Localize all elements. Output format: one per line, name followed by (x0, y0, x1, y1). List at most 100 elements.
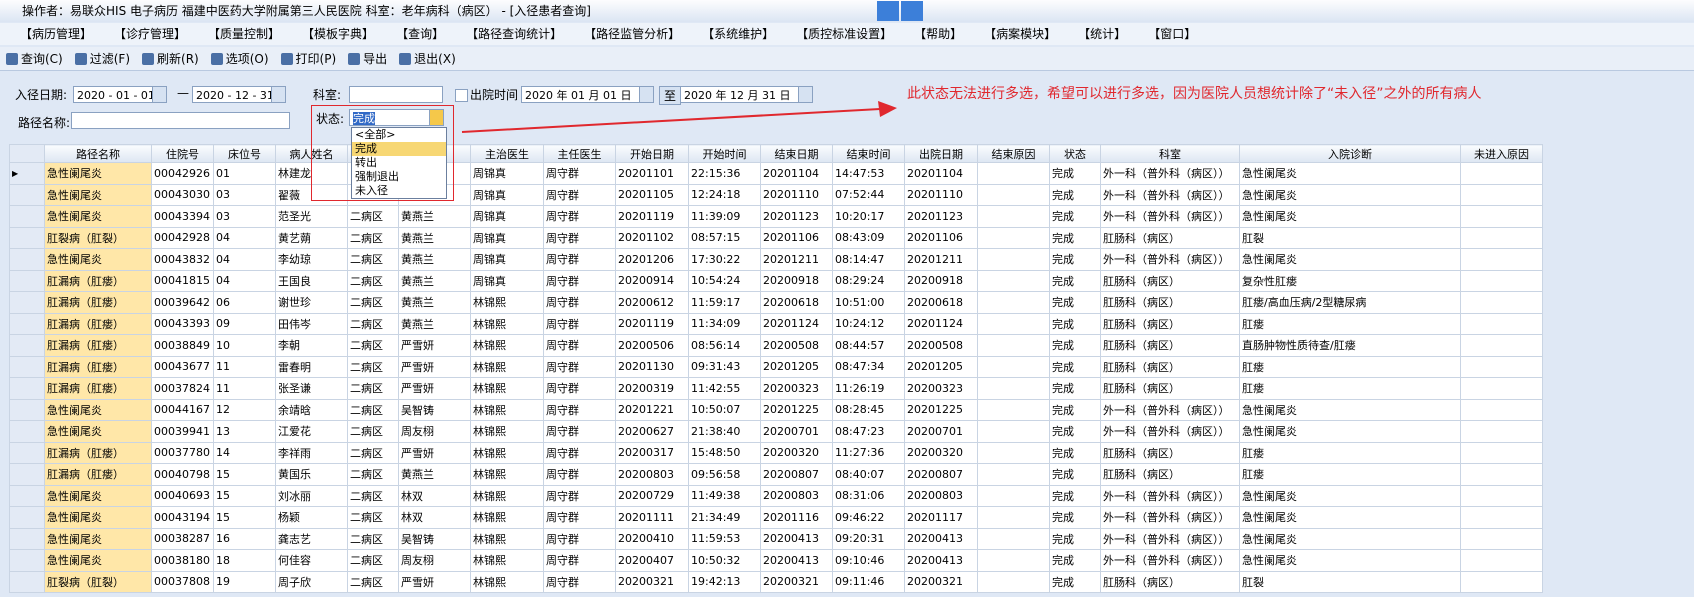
table-row[interactable]: 肛漏病（肛瘘） 00037780 14 李祥雨 二病区 严雪妍 林锦熙 周守群 20200317… (9, 441, 1543, 464)
column-header[interactable]: 床位号 (213, 144, 276, 163)
table-cell: 20201110 (760, 183, 833, 206)
column-header[interactable]: 状态 (1049, 144, 1101, 163)
table-row[interactable]: 肛裂病（肛裂） 00042928 04 黄艺蒴 二病区 黄燕兰 周锦真 周守群 20201102… (9, 226, 1543, 249)
table-row[interactable]: 肛漏病（肛瘘） 00040798 15 黄国乐 二病区 黄燕兰 林锦熙 周守群 20200803… (9, 463, 1543, 486)
column-header[interactable]: 住院号 (151, 144, 214, 163)
toolbar-button[interactable]: 过滤(F) (75, 47, 130, 70)
table-row[interactable]: 急性阑尾炎 00043030 03 翟薇 周锦真 周守群 20201105 12:24:18 2… (9, 183, 1543, 206)
table-cell: 急性阑尾炎 (1239, 484, 1461, 507)
table-cell: 16 (213, 527, 276, 550)
label: 路径名称: (18, 116, 71, 130)
menu-item[interactable]: 【路径查询统计】 (466, 27, 563, 41)
date-input[interactable]: 2020 - 12 - 31 (192, 86, 286, 103)
table-cell: 00037824 (151, 377, 214, 400)
column-header[interactable]: 入院诊断 (1239, 144, 1461, 163)
table-row[interactable]: ▶ 急性阑尾炎 00042926 01 林建龙 周锦真 周守群 20201101 22:15:3… (9, 162, 1543, 185)
table-cell: 20201102 (615, 226, 689, 249)
column-header[interactable]: 结束时间 (832, 144, 905, 163)
expand-button[interactable] (901, 1, 923, 21)
menu-item[interactable]: 【模板字典】 (302, 27, 375, 41)
column-header[interactable]: 结束日期 (760, 144, 833, 163)
table-row[interactable]: 肛漏病（肛瘘） 00038849 10 李朝 二病区 严雪妍 林锦熙 周守群 20200506 0… (9, 334, 1543, 357)
table-cell: 周守群 (543, 269, 616, 292)
column-header[interactable]: 主任医生 (543, 144, 616, 163)
table-cell (1460, 248, 1543, 271)
table-row[interactable]: 肛裂病（肛裂） 00037808 19 周子欣 二病区 严雪妍 林锦熙 周守群 20200321… (9, 570, 1543, 593)
menu-item[interactable]: 【帮助】 (914, 27, 963, 41)
checkbox[interactable] (455, 89, 468, 102)
menu-item[interactable]: 【系统维护】 (702, 27, 775, 41)
toolbar-button[interactable]: 刷新(R) (142, 47, 199, 70)
column-header[interactable]: 开始时间 (688, 144, 761, 163)
table-row[interactable]: 急性阑尾炎 00040693 15 刘冰丽 二病区 林双 林锦熙 周守群 20200729 11:… (9, 484, 1543, 507)
table-cell: 00040798 (151, 463, 214, 486)
dept-input[interactable] (349, 86, 443, 103)
table-cell: 外一科（普外科（病区）） (1100, 506, 1240, 529)
dropdown-option[interactable]: 强制退出 (355, 170, 399, 183)
menu-item[interactable]: 【查询】 (396, 27, 445, 41)
table-cell: 肛肠科（病区） (1100, 377, 1240, 400)
row-indicator (9, 441, 45, 464)
date-input[interactable]: 2020 年 01 月 01 日 (521, 86, 654, 103)
toolbar-button[interactable]: 查询(C) (6, 47, 63, 70)
table-cell: 肛漏病（肛瘘） (44, 312, 152, 335)
table-cell: 11 (213, 377, 276, 400)
table-row[interactable]: 急性阑尾炎 00043194 15 杨颖 二病区 林双 林锦熙 周守群 20201111 21:3… (9, 506, 1543, 529)
table-cell (1460, 441, 1543, 464)
row-indicator (9, 205, 45, 228)
minimize-button[interactable] (877, 1, 899, 21)
table-cell: 10:50:32 (688, 549, 761, 572)
table-row[interactable]: 肛漏病（肛瘘） 00043393 09 田伟岑 二病区 黄燕兰 林锦熙 周守群 20201119… (9, 312, 1543, 335)
table-cell (977, 291, 1050, 314)
menu-item[interactable]: 【病案模块】 (984, 27, 1057, 41)
path-name-input[interactable] (71, 112, 290, 129)
date-input[interactable]: 2020 年 12 月 31 日 (680, 86, 813, 103)
column-header[interactable]: 主治医生 (470, 144, 544, 163)
table-row[interactable]: 肛漏病（肛瘘） 00037824 11 张圣谦 二病区 严雪妍 林锦熙 周守群 20200319… (9, 377, 1543, 400)
toolbar-button[interactable]: 导出 (348, 47, 387, 70)
table-cell: 10:20:17 (832, 205, 905, 228)
table-cell: 00044167 (151, 398, 214, 421)
column-header[interactable]: 科室 (1100, 144, 1240, 163)
dropdown-option[interactable]: 转出 (355, 156, 377, 169)
menu-item[interactable]: 【路径监管分析】 (584, 27, 681, 41)
label: — (177, 86, 189, 100)
dropdown-option[interactable]: <全部> (355, 128, 396, 141)
menu-item[interactable]: 【质量控制】 (208, 27, 281, 41)
menu-item[interactable]: 【质控标准设置】 (796, 27, 893, 41)
table-cell: 龚志艺 (275, 527, 348, 550)
column-header[interactable]: 出院日期 (904, 144, 978, 163)
table-row[interactable]: 急性阑尾炎 00044167 12 余靖晗 二病区 吴智铸 林锦熙 周守群 20201221 10… (9, 398, 1543, 421)
table-cell: 00043030 (151, 183, 214, 206)
toolbar-button[interactable]: 选项(O) (211, 47, 269, 70)
table-row[interactable]: 肛漏病（肛瘘） 00039642 06 谢世珍 二病区 黄燕兰 林锦熙 周守群 20200612… (9, 291, 1543, 314)
dropdown-option[interactable]: 未入径 (355, 184, 388, 197)
table-row[interactable]: 急性阑尾炎 00039941 13 江爱花 二病区 周友栩 林锦熙 周守群 20200627 21… (9, 420, 1543, 443)
column-header[interactable]: 结束原因 (977, 144, 1050, 163)
dropdown-option[interactable]: 完成 (352, 142, 446, 156)
table-row[interactable]: 急性阑尾炎 00038287 16 龚志艺 二病区 吴智铸 林锦熙 周守群 20200410 11… (9, 527, 1543, 550)
table-cell: 二病区 (347, 420, 399, 443)
table-row[interactable]: 急性阑尾炎 00043394 03 范圣光 二病区 黄燕兰 周锦真 周守群 20201119 11… (9, 205, 1543, 228)
table-cell: 王国良 (275, 269, 348, 292)
table-row[interactable]: 肛漏病（肛瘘） 00041815 04 王国良 二病区 黄燕兰 周锦真 周守群 20200914… (9, 269, 1543, 292)
toolbar-button[interactable]: 打印(P) (281, 47, 337, 70)
menu-item[interactable]: 【统计】 (1078, 27, 1127, 41)
table-cell: 完成 (1049, 226, 1101, 249)
table-row[interactable]: 肛漏病（肛瘘） 00043677 11 雷春明 二病区 严雪妍 林锦熙 周守群 20201130… (9, 355, 1543, 378)
menu-item[interactable]: 【诊疗管理】 (114, 27, 187, 41)
table-row[interactable]: 急性阑尾炎 00038180 18 何佳容 二病区 周友栩 林锦熙 周守群 20200407 10… (9, 549, 1543, 572)
column-header[interactable]: 开始日期 (615, 144, 689, 163)
column-header[interactable]: 未进入原因 (1460, 144, 1543, 163)
table-cell (1460, 205, 1543, 228)
date-input[interactable]: 2020 - 01 - 01 (73, 86, 167, 103)
column-header[interactable]: 路径名称 (44, 144, 152, 163)
status-select[interactable]: 完成 (349, 109, 444, 126)
menu-item[interactable]: 【窗口】 (1148, 27, 1197, 41)
table-cell (977, 549, 1050, 572)
table-cell: 完成 (1049, 205, 1101, 228)
table-row[interactable]: 急性阑尾炎 00043832 04 李幼琼 二病区 黄燕兰 周锦真 周守群 20201206 17… (9, 248, 1543, 271)
label: 科室: (313, 88, 342, 102)
toolbar-button[interactable]: 退出(X) (399, 47, 456, 70)
menu-item[interactable]: 【病历管理】 (20, 27, 93, 41)
